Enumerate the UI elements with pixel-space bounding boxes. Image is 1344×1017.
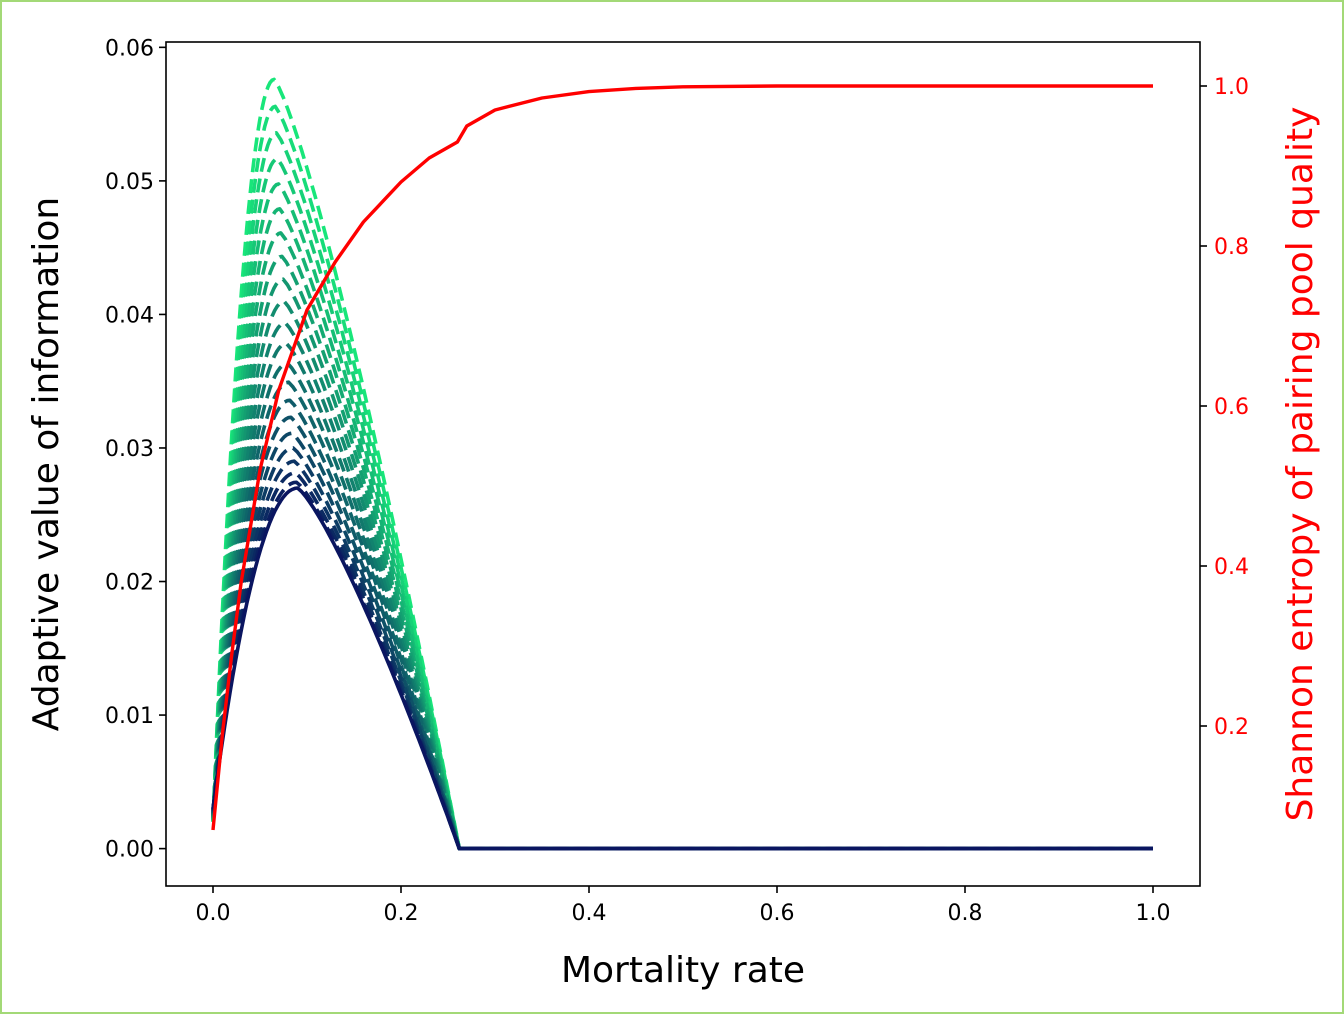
- y-axis-label-right: Shannon entropy of pairing pool quality: [1280, 107, 1321, 822]
- y-axis-label: Adaptive value of information: [26, 197, 67, 731]
- y-right-tick-label: 0.8: [1214, 235, 1249, 260]
- x-tick-label: 0.2: [384, 901, 419, 926]
- x-tick-label: 0.0: [196, 901, 231, 926]
- value-curve-5: [211, 446, 1153, 851]
- y-tick-label: 0.00: [105, 838, 154, 863]
- y-tick-label: 0.03: [105, 437, 154, 462]
- x-tick-label: 0.8: [948, 901, 983, 926]
- y-tick-label: 0.06: [105, 36, 154, 61]
- value-curve-8: [211, 398, 1153, 851]
- tick-layer: 0.0 0.2 0.4 0.6 0.8 1.0 0.00 0.01 0.02 0.03 0.04 0.…: [105, 36, 1249, 926]
- plot-area: [211, 77, 1153, 851]
- x-tick-label: 1.0: [1136, 901, 1171, 926]
- y-right-tick-label: 0.4: [1214, 555, 1249, 580]
- entropy-line: [211, 84, 1153, 831]
- y-tick-label: 0.04: [105, 303, 154, 328]
- value-curve-10: [211, 361, 1153, 851]
- y-tick-label: 0.01: [105, 704, 154, 729]
- value-curve-20: [211, 131, 1153, 851]
- y-right-tick-label: 0.6: [1214, 395, 1249, 420]
- value-curve-1: [211, 486, 1153, 851]
- y-tick-label: 0.02: [105, 571, 154, 596]
- value-curve-18: [211, 182, 1153, 851]
- value-curve-15: [211, 254, 1153, 851]
- y-tick-label: 0.05: [105, 170, 154, 195]
- y-right-tick-label: 1.0: [1214, 75, 1249, 100]
- x-tick-label: 0.6: [760, 901, 795, 926]
- plot-border: [165, 41, 1201, 887]
- x-axis-label: Mortality rate: [561, 950, 805, 991]
- value-curve-6: [211, 431, 1153, 851]
- y-right-tick-label: 0.2: [1214, 715, 1249, 740]
- x-tick-label: 0.4: [572, 901, 607, 926]
- value-curve-17: [211, 207, 1153, 851]
- value-curve-12: [211, 321, 1153, 851]
